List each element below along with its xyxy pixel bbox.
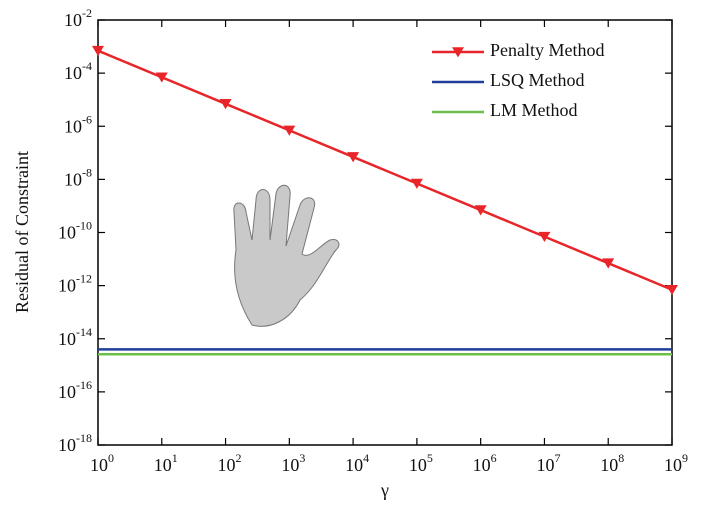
x-tick-label-exponent: 7: [554, 451, 560, 465]
y-tick-label-base: 10: [64, 10, 82, 30]
y-tick-label: 10-14: [58, 325, 92, 349]
x-tick-label-exponent: 3: [299, 451, 305, 465]
y-tick-label-base: 10: [58, 223, 76, 243]
x-tick-label-exponent: 4: [363, 451, 369, 465]
y-tick-label: 10-10: [58, 218, 92, 242]
series-line: [97, 49, 673, 291]
y-tick-label-exponent: -8: [82, 165, 92, 179]
x-tick-label: 108: [600, 451, 624, 475]
y-tick-label: 10-8: [64, 165, 92, 189]
point-marker: [666, 284, 678, 296]
y-tick-label-base: 10: [58, 435, 76, 455]
y-tick-label-exponent: -16: [76, 378, 92, 392]
y-tick-label: 10-6: [64, 112, 92, 136]
x-tick-label-exponent: 6: [491, 451, 497, 465]
x-tick-label-base: 10: [218, 455, 236, 475]
x-axis-label: γ: [380, 480, 389, 500]
y-tick-label: 10-4: [64, 59, 92, 83]
point-marker: [602, 258, 615, 269]
x-tick-label-exponent: 8: [618, 451, 624, 465]
x-tick-label: 101: [154, 451, 178, 475]
x-tick-label: 100: [90, 451, 114, 475]
y-axis-label: Residual of Constraint: [12, 151, 32, 313]
hand-model: [233, 184, 340, 327]
x-tick-label: 102: [218, 451, 242, 475]
x-tick-label-base: 10: [345, 455, 363, 475]
x-tick-label: 104: [345, 451, 369, 475]
y-tick-label-base: 10: [58, 382, 76, 402]
y-tick-label: 10-2: [64, 6, 92, 30]
x-tick-label-base: 10: [281, 455, 299, 475]
y-tick-label-exponent: -18: [76, 431, 92, 445]
y-tick-label-exponent: -2: [82, 6, 92, 20]
x-tick-label-base: 10: [536, 455, 554, 475]
x-tick-label-exponent: 0: [108, 451, 114, 465]
point-marker: [347, 152, 360, 163]
y-tick-label-base: 10: [64, 116, 82, 136]
point-marker: [474, 205, 487, 216]
x-tick-label-base: 10: [473, 455, 491, 475]
y-tick-label: 10-16: [58, 378, 92, 402]
y-tick-label: 10-12: [58, 271, 92, 295]
x-tick-label-exponent: 9: [682, 451, 688, 465]
x-tick-label-exponent: 1: [172, 451, 178, 465]
point-marker: [92, 45, 104, 57]
x-tick-label-base: 10: [600, 455, 618, 475]
x-tick-label-base: 10: [409, 455, 427, 475]
x-tick-label: 103: [281, 451, 305, 475]
x-tick-label-exponent: 2: [236, 451, 242, 465]
y-tick-label-exponent: -12: [76, 271, 92, 285]
legend-label: LM Method: [490, 100, 578, 120]
legend-label: Penalty Method: [490, 40, 605, 60]
point-marker: [219, 99, 232, 110]
y-tick-label-exponent: -4: [82, 59, 92, 73]
y-tick-label: 10-18: [58, 431, 92, 455]
y-tick-label-exponent: -14: [76, 325, 92, 339]
legend-label: LSQ Method: [490, 70, 585, 90]
point-marker: [155, 72, 168, 83]
y-tick-label-exponent: -6: [82, 112, 92, 126]
point-marker: [538, 231, 551, 243]
point-marker: [283, 125, 296, 136]
point-marker: [410, 178, 423, 189]
x-tick-label-base: 10: [154, 455, 172, 475]
x-tick-label-base: 10: [90, 455, 108, 475]
x-tick-label: 107: [536, 451, 560, 475]
x-tick-label: 106: [473, 451, 497, 475]
x-tick-label-exponent: 5: [427, 451, 433, 465]
y-tick-label-base: 10: [64, 63, 82, 83]
x-tick-label: 109: [664, 451, 688, 475]
y-tick-label-base: 10: [58, 276, 76, 296]
y-tick-label-base: 10: [64, 170, 82, 190]
x-tick-label: 105: [409, 451, 433, 475]
legend-marker: [452, 47, 464, 58]
plot-frame: [97, 19, 673, 446]
y-tick-label-base: 10: [58, 329, 76, 349]
y-tick-label-exponent: -10: [76, 218, 92, 232]
x-tick-label-base: 10: [664, 455, 682, 475]
